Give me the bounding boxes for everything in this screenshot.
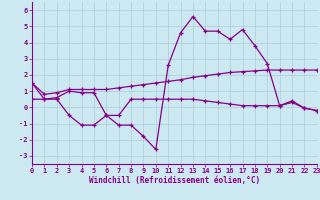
X-axis label: Windchill (Refroidissement éolien,°C): Windchill (Refroidissement éolien,°C) xyxy=(89,176,260,185)
